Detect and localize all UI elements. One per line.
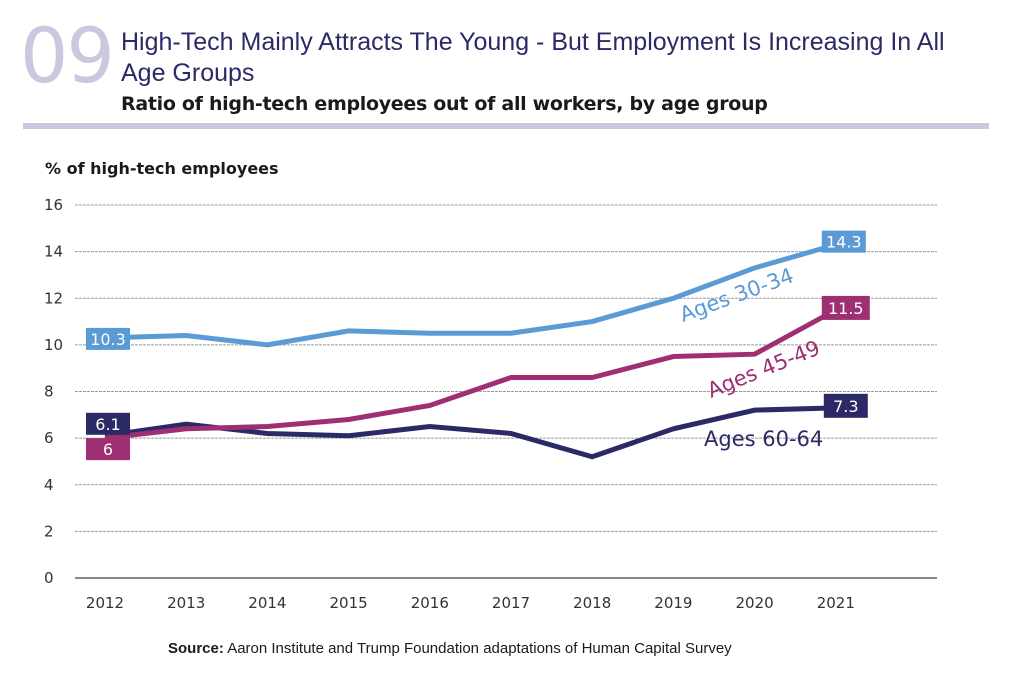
start-label-ages-45-49: 6 — [86, 438, 130, 461]
end-label-ages-60-64-text: 7.3 — [833, 397, 858, 416]
end-label-ages-45-49: 11.5 — [821, 295, 870, 320]
header-divider — [23, 123, 989, 129]
end-label-ages-45-49-text: 11.5 — [828, 299, 864, 318]
series-name-ages-60-64: Ages 60-64 — [704, 427, 823, 451]
y-tick-labels: 0 2 4 6 8 10 12 14 16 — [44, 196, 63, 587]
y-tick-label: 0 — [44, 569, 54, 587]
x-tick-label: 2013 — [167, 594, 205, 612]
x-tick-label: 2019 — [654, 594, 692, 612]
x-tick-label: 2016 — [411, 594, 449, 612]
start-label-ages-45-49-text: 6 — [103, 440, 113, 459]
source-label: Source: — [168, 640, 224, 657]
start-label-ages-45-49-box — [86, 438, 130, 461]
x-tick-label: 2018 — [573, 594, 611, 612]
y-tick-label: 2 — [44, 522, 54, 540]
x-tick-label: 2015 — [330, 594, 368, 612]
end-label-ages-60-64: 7.3 — [823, 393, 868, 418]
y-tick-label: 12 — [44, 289, 63, 307]
y-tick-label: 4 — [44, 476, 54, 494]
chart-subtitle: Ratio of high-tech employees out of all … — [121, 93, 768, 115]
gridlines — [75, 204, 937, 579]
y-tick-label: 10 — [44, 336, 63, 354]
chart-title: High-Tech Mainly Attracts The Young - Bu… — [121, 28, 945, 87]
series-name-ages-45-49: Ages 45-49 — [704, 336, 824, 403]
source-text: Aaron Institute and Trump Foundation ada… — [223, 640, 732, 657]
x-tick-label: 2012 — [86, 594, 124, 612]
end-label-ages-30-34-box — [821, 230, 866, 253]
start-label-ages-60-64-text: 6.1 — [95, 415, 120, 434]
start-label-ages-30-34-box — [86, 327, 130, 350]
source-note: Source: Aaron Institute and Trump Founda… — [168, 640, 732, 657]
series-line-ages-30-34 — [104, 242, 837, 348]
start-label-ages-30-34: 10.3 — [86, 327, 130, 350]
x-tick-label: 2021 — [817, 594, 855, 612]
end-label-ages-60-64-box — [823, 393, 868, 418]
end-label-ages-30-34: 14.3 — [821, 230, 866, 253]
start-label-ages-30-34-text: 10.3 — [90, 330, 126, 349]
series-lines — [104, 242, 837, 460]
x-tick-labels: 2012 2013 2014 2015 2016 2017 2018 2019 2020 2021 — [86, 594, 855, 612]
chart-number: 09 — [20, 11, 115, 100]
x-tick-label: 2020 — [736, 594, 774, 612]
end-label-ages-45-49-box — [821, 295, 870, 320]
series-line-ages-45-49 — [104, 307, 837, 441]
start-label-ages-60-64: 6.1 — [86, 412, 130, 435]
y-tick-label: 8 — [44, 383, 54, 401]
x-tick-label: 2017 — [492, 594, 530, 612]
x-tick-label: 2014 — [248, 594, 286, 612]
y-tick-label: 14 — [44, 243, 63, 261]
y-axis-label: % of high-tech employees — [45, 159, 279, 178]
end-label-ages-30-34-text: 14.3 — [826, 233, 862, 252]
y-tick-label: 16 — [44, 196, 63, 214]
start-label-ages-60-64-box — [86, 412, 130, 435]
y-tick-label: 6 — [44, 429, 54, 447]
